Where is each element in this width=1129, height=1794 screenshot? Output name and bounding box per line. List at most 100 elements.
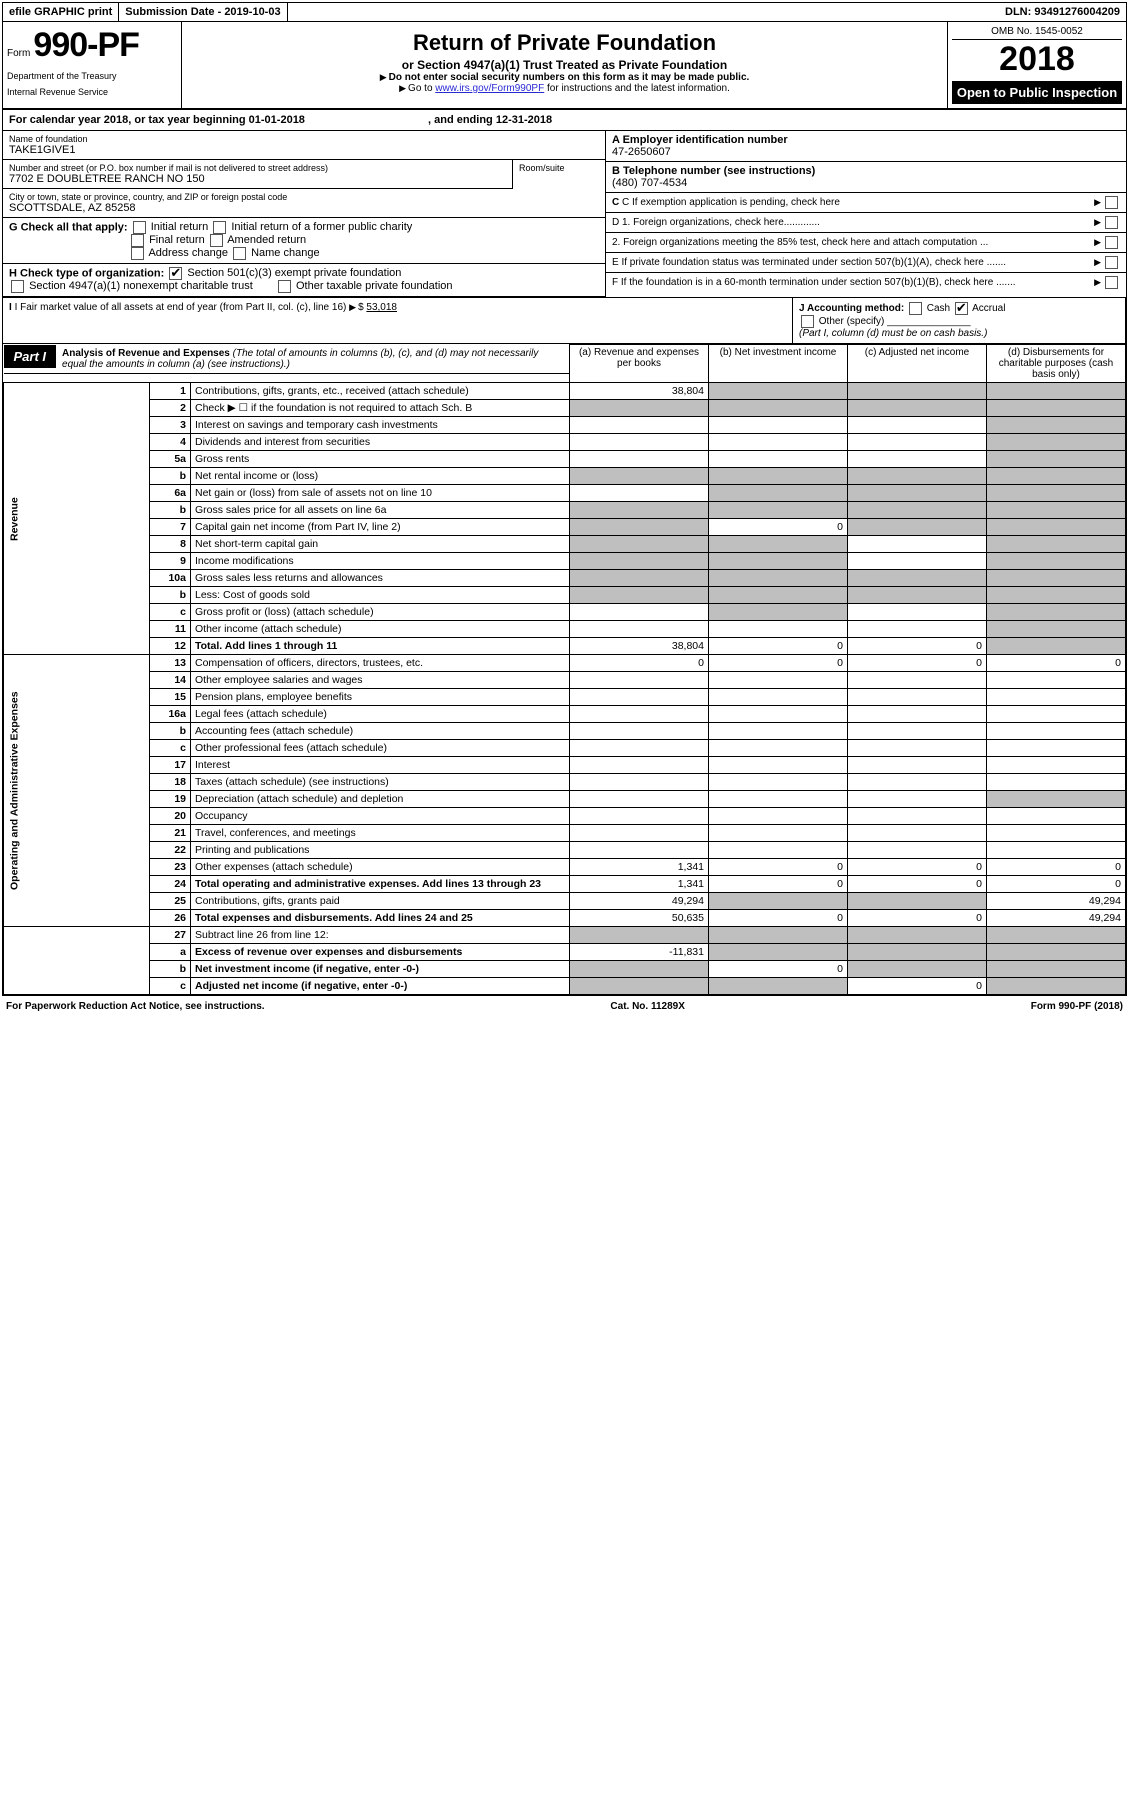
g-item-2: Final return [149, 234, 205, 246]
line-desc: Net investment income (if negative, ente… [191, 961, 570, 978]
line-desc: Compensation of officers, directors, tru… [191, 655, 570, 672]
header: Form 990-PF Department of the Treasury I… [3, 22, 1126, 110]
cell-a [570, 570, 709, 587]
cell-a [570, 536, 709, 553]
checkbox-other-taxable[interactable] [278, 280, 291, 293]
line-number: b [150, 468, 191, 485]
info-left: Name of foundation TAKE1GIVE1 Number and… [3, 131, 605, 297]
checkbox-f[interactable] [1105, 276, 1118, 289]
checkbox-4947[interactable] [11, 280, 24, 293]
line-number: a [150, 944, 191, 961]
cell-d [987, 774, 1126, 791]
cell-c [848, 740, 987, 757]
line-number: 23 [150, 859, 191, 876]
cell-a [570, 961, 709, 978]
room-cell: Room/suite [513, 160, 605, 189]
dept-line2: Internal Revenue Service [7, 87, 177, 97]
g-item-4: Address change [148, 247, 228, 259]
cell-a [570, 553, 709, 570]
info-section: Name of foundation TAKE1GIVE1 Number and… [3, 131, 1126, 298]
table-row: 16aLegal fees (attach schedule) [4, 706, 1126, 723]
line-desc: Gross rents [191, 451, 570, 468]
cell-b [709, 434, 848, 451]
cell-a [570, 451, 709, 468]
side-label: Operating and Administrative Expenses [4, 655, 150, 927]
form-number: 990-PF [33, 26, 139, 64]
checkbox-d1[interactable] [1105, 216, 1118, 229]
line-number: 7 [150, 519, 191, 536]
cell-a [570, 468, 709, 485]
cell-d: 0 [987, 876, 1126, 893]
cell-b [709, 485, 848, 502]
checkbox-cash[interactable] [909, 302, 922, 315]
cell-c: 0 [848, 638, 987, 655]
cell-d [987, 944, 1126, 961]
cell-d: 0 [987, 655, 1126, 672]
j-cash: Cash [927, 303, 950, 314]
checkbox-e[interactable] [1105, 256, 1118, 269]
cal-pre: For calendar year 2018, or tax year begi… [9, 114, 249, 126]
checkbox-501c3[interactable] [169, 267, 182, 280]
j-note: (Part I, column (d) must be on cash basi… [799, 328, 987, 339]
cell-d [987, 570, 1126, 587]
checkbox-name-change[interactable] [233, 247, 246, 260]
checkbox-initial-return[interactable] [133, 221, 146, 234]
line-desc: Total operating and administrative expen… [191, 876, 570, 893]
table-row: aExcess of revenue over expenses and dis… [4, 944, 1126, 961]
checkbox-c[interactable] [1105, 196, 1118, 209]
cell-b [709, 672, 848, 689]
submission-date: Submission Date - 2019-10-03 [119, 3, 287, 21]
cell-a [570, 791, 709, 808]
irs-link[interactable]: www.irs.gov/Form990PF [435, 83, 544, 94]
cell-c [848, 944, 987, 961]
cell-d [987, 383, 1126, 400]
cell-a [570, 604, 709, 621]
phone-cell: B Telephone number (see instructions) (4… [606, 162, 1126, 193]
table-row: 21Travel, conferences, and meetings [4, 825, 1126, 842]
table-row: 2Check ▶ ☐ if the foundation is not requ… [4, 400, 1126, 417]
line-desc: Net rental income or (loss) [191, 468, 570, 485]
city-cell: City or town, state or province, country… [3, 189, 605, 218]
cell-c: 0 [848, 876, 987, 893]
checkbox-amended[interactable] [210, 234, 223, 247]
checkbox-other[interactable] [801, 315, 814, 328]
cell-d [987, 485, 1126, 502]
cell-d [987, 757, 1126, 774]
cell-c [848, 400, 987, 417]
cell-b [709, 706, 848, 723]
f-text: F If the foundation is in a 60-month ter… [612, 277, 1016, 288]
cell-d [987, 587, 1126, 604]
line-number: 1 [150, 383, 191, 400]
cell-c [848, 825, 987, 842]
cell-c [848, 536, 987, 553]
checkbox-address-change[interactable] [131, 247, 144, 260]
cell-b [709, 587, 848, 604]
table-row: Operating and Administrative Expenses13C… [4, 655, 1126, 672]
cell-b [709, 825, 848, 842]
cell-c [848, 723, 987, 740]
cell-d [987, 706, 1126, 723]
line-number: 5a [150, 451, 191, 468]
part1-badge: Part I [4, 345, 57, 368]
checkbox-accrual[interactable] [955, 302, 968, 315]
cell-b [709, 740, 848, 757]
footer-left: For Paperwork Reduction Act Notice, see … [6, 1001, 265, 1012]
checkbox-initial-former[interactable] [213, 221, 226, 234]
dept-line1: Department of the Treasury [7, 71, 177, 81]
table-row: 5aGross rents [4, 451, 1126, 468]
i-label: I Fair market value of all assets at end… [15, 302, 347, 313]
table-row: 22Printing and publications [4, 842, 1126, 859]
line-desc: Accounting fees (attach schedule) [191, 723, 570, 740]
table-row: 17Interest [4, 757, 1126, 774]
checkbox-final[interactable] [131, 234, 144, 247]
h-label: H Check type of organization: [9, 267, 164, 279]
col-b: (b) Net investment income [709, 345, 848, 383]
h-opt2: Section 4947(a)(1) nonexempt charitable … [29, 280, 253, 292]
table-row: 15Pension plans, employee benefits [4, 689, 1126, 706]
cell-c [848, 774, 987, 791]
cell-a [570, 978, 709, 995]
form-container: efile GRAPHIC print Submission Date - 20… [2, 2, 1127, 996]
side-label: Revenue [4, 383, 150, 655]
checkbox-d2[interactable] [1105, 236, 1118, 249]
line-desc: Travel, conferences, and meetings [191, 825, 570, 842]
